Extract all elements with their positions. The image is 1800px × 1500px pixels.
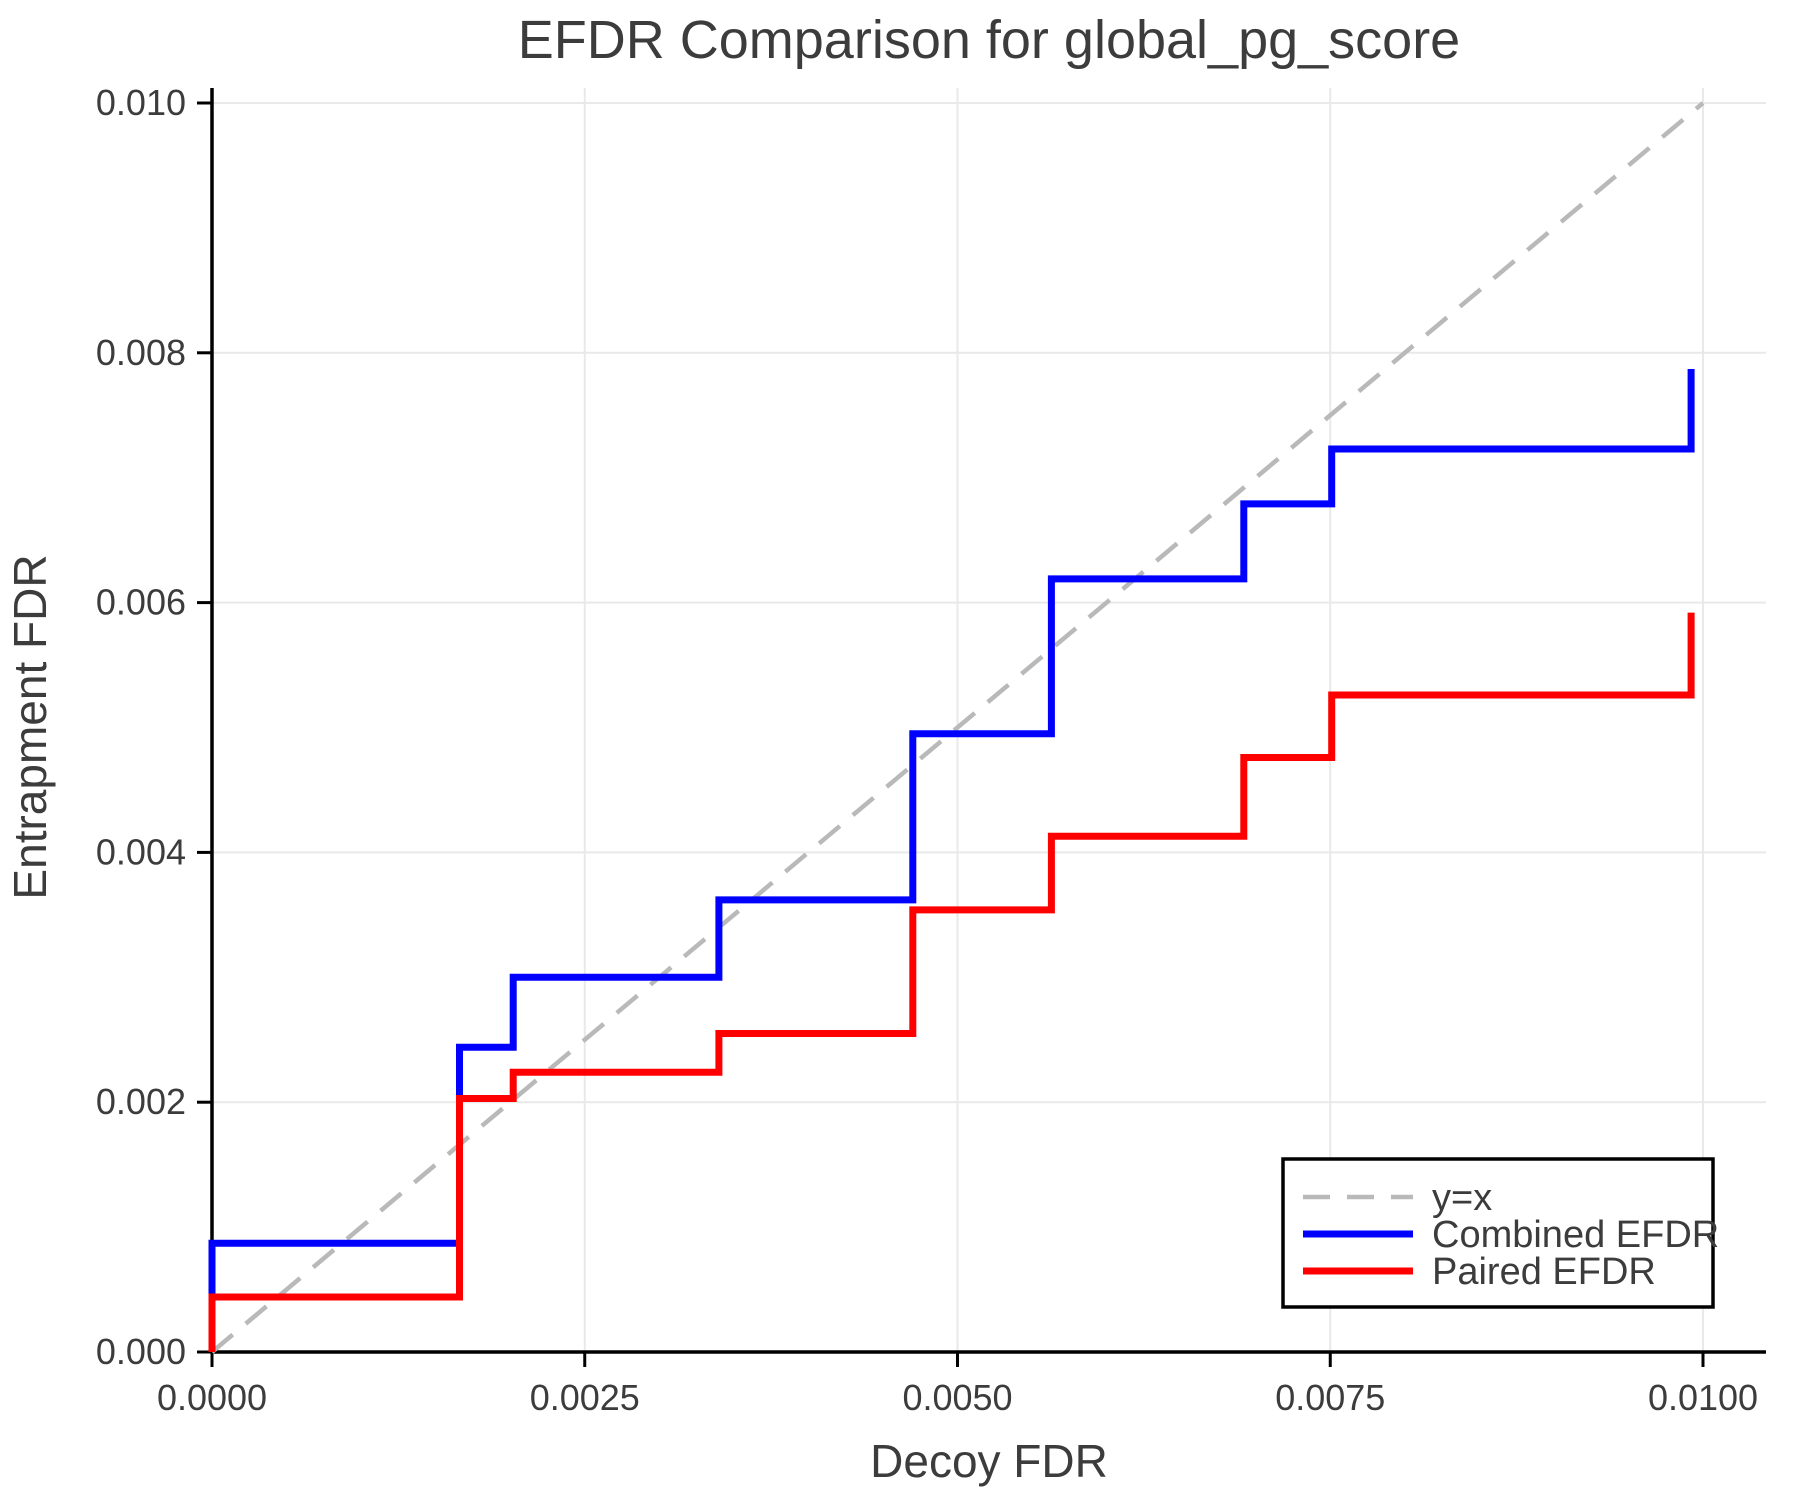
- series-layer: [208, 101, 1705, 1354]
- x-tick-label: 0.0025: [530, 1377, 640, 1418]
- series-paired-efdr: [208, 612, 1695, 1352]
- y-tick-label: 0.002: [96, 1081, 186, 1122]
- y-tick-label: 0.010: [96, 82, 186, 123]
- chart-title: EFDR Comparison for global_pg_score: [518, 10, 1460, 70]
- legend-label-identity: y=x: [1432, 1177, 1492, 1219]
- y-axis-label: Entrapment FDR: [4, 554, 56, 899]
- legend-label-paired: Paired EFDR: [1432, 1251, 1656, 1293]
- y-tick-label: 0.004: [96, 831, 186, 872]
- y-tick-label: 0.008: [96, 332, 186, 373]
- grid-layer: [211, 88, 1766, 1353]
- legend: y=x Combined EFDR Paired EFDR: [1281, 1157, 1719, 1309]
- y-tick-label: 0.006: [96, 582, 186, 623]
- x-tick-label: 0.0075: [1275, 1377, 1385, 1418]
- x-axis-label: Decoy FDR: [870, 1435, 1108, 1487]
- x-tick-label: 0.0000: [157, 1377, 267, 1418]
- axes-layer: 0.000 0.002 0.004 0.006 0.008 0.010 0.0000 0.00…: [96, 82, 1766, 1418]
- x-tick-label: 0.0050: [902, 1377, 1012, 1418]
- y-tick-label: 0.000: [96, 1331, 186, 1372]
- x-tick-label: 0.0100: [1648, 1377, 1758, 1418]
- series-combined-efdr: [208, 369, 1695, 1352]
- legend-label-combined: Combined EFDR: [1432, 1214, 1719, 1256]
